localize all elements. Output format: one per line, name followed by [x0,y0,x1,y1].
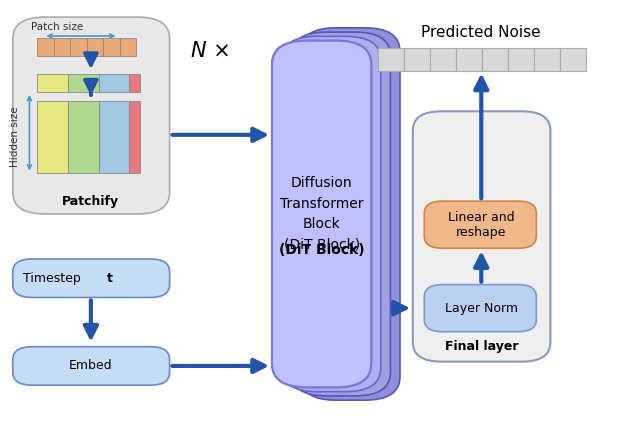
Bar [37,101,68,173]
Bar [429,48,456,71]
FancyBboxPatch shape [282,36,381,392]
FancyBboxPatch shape [13,17,170,214]
Bar [129,101,140,173]
Text: Hidden size: Hidden size [10,107,20,167]
FancyBboxPatch shape [291,32,390,396]
Bar [559,48,586,71]
Bar [534,48,559,71]
Bar [404,48,429,71]
Text: Timestep: Timestep [23,272,84,285]
FancyBboxPatch shape [424,201,536,248]
Bar [103,38,120,56]
Bar [68,101,99,173]
Text: (DiT Block): (DiT Block) [279,244,365,257]
Text: Diffusion
Transformer
Block
(DiT Block): Diffusion Transformer Block (DiT Block) [280,176,364,252]
Bar [378,48,404,71]
Text: Final layer: Final layer [445,340,518,353]
Bar [120,38,136,56]
Bar [70,38,87,56]
Text: Linear and
reshape: Linear and reshape [448,211,515,239]
Text: Predicted Noise: Predicted Noise [422,24,541,40]
Bar [99,101,129,173]
Bar [54,38,70,56]
Bar [456,48,482,71]
FancyBboxPatch shape [13,347,170,385]
Bar [129,74,140,92]
FancyBboxPatch shape [413,111,550,362]
FancyBboxPatch shape [424,285,536,332]
Text: t: t [107,272,113,285]
Bar [508,48,534,71]
Bar [37,74,68,92]
Bar [481,48,508,71]
FancyBboxPatch shape [13,259,170,297]
FancyBboxPatch shape [272,41,371,387]
Text: Layer Norm: Layer Norm [445,302,518,315]
Text: Patch size: Patch size [31,22,83,32]
Bar [37,38,54,56]
Text: Patchify: Patchify [62,195,120,208]
FancyBboxPatch shape [301,28,400,400]
Bar [68,74,99,92]
FancyBboxPatch shape [272,41,371,387]
Text: N ×: N × [191,42,231,61]
Text: Embed: Embed [69,360,113,372]
Bar [99,74,129,92]
Bar [87,38,103,56]
